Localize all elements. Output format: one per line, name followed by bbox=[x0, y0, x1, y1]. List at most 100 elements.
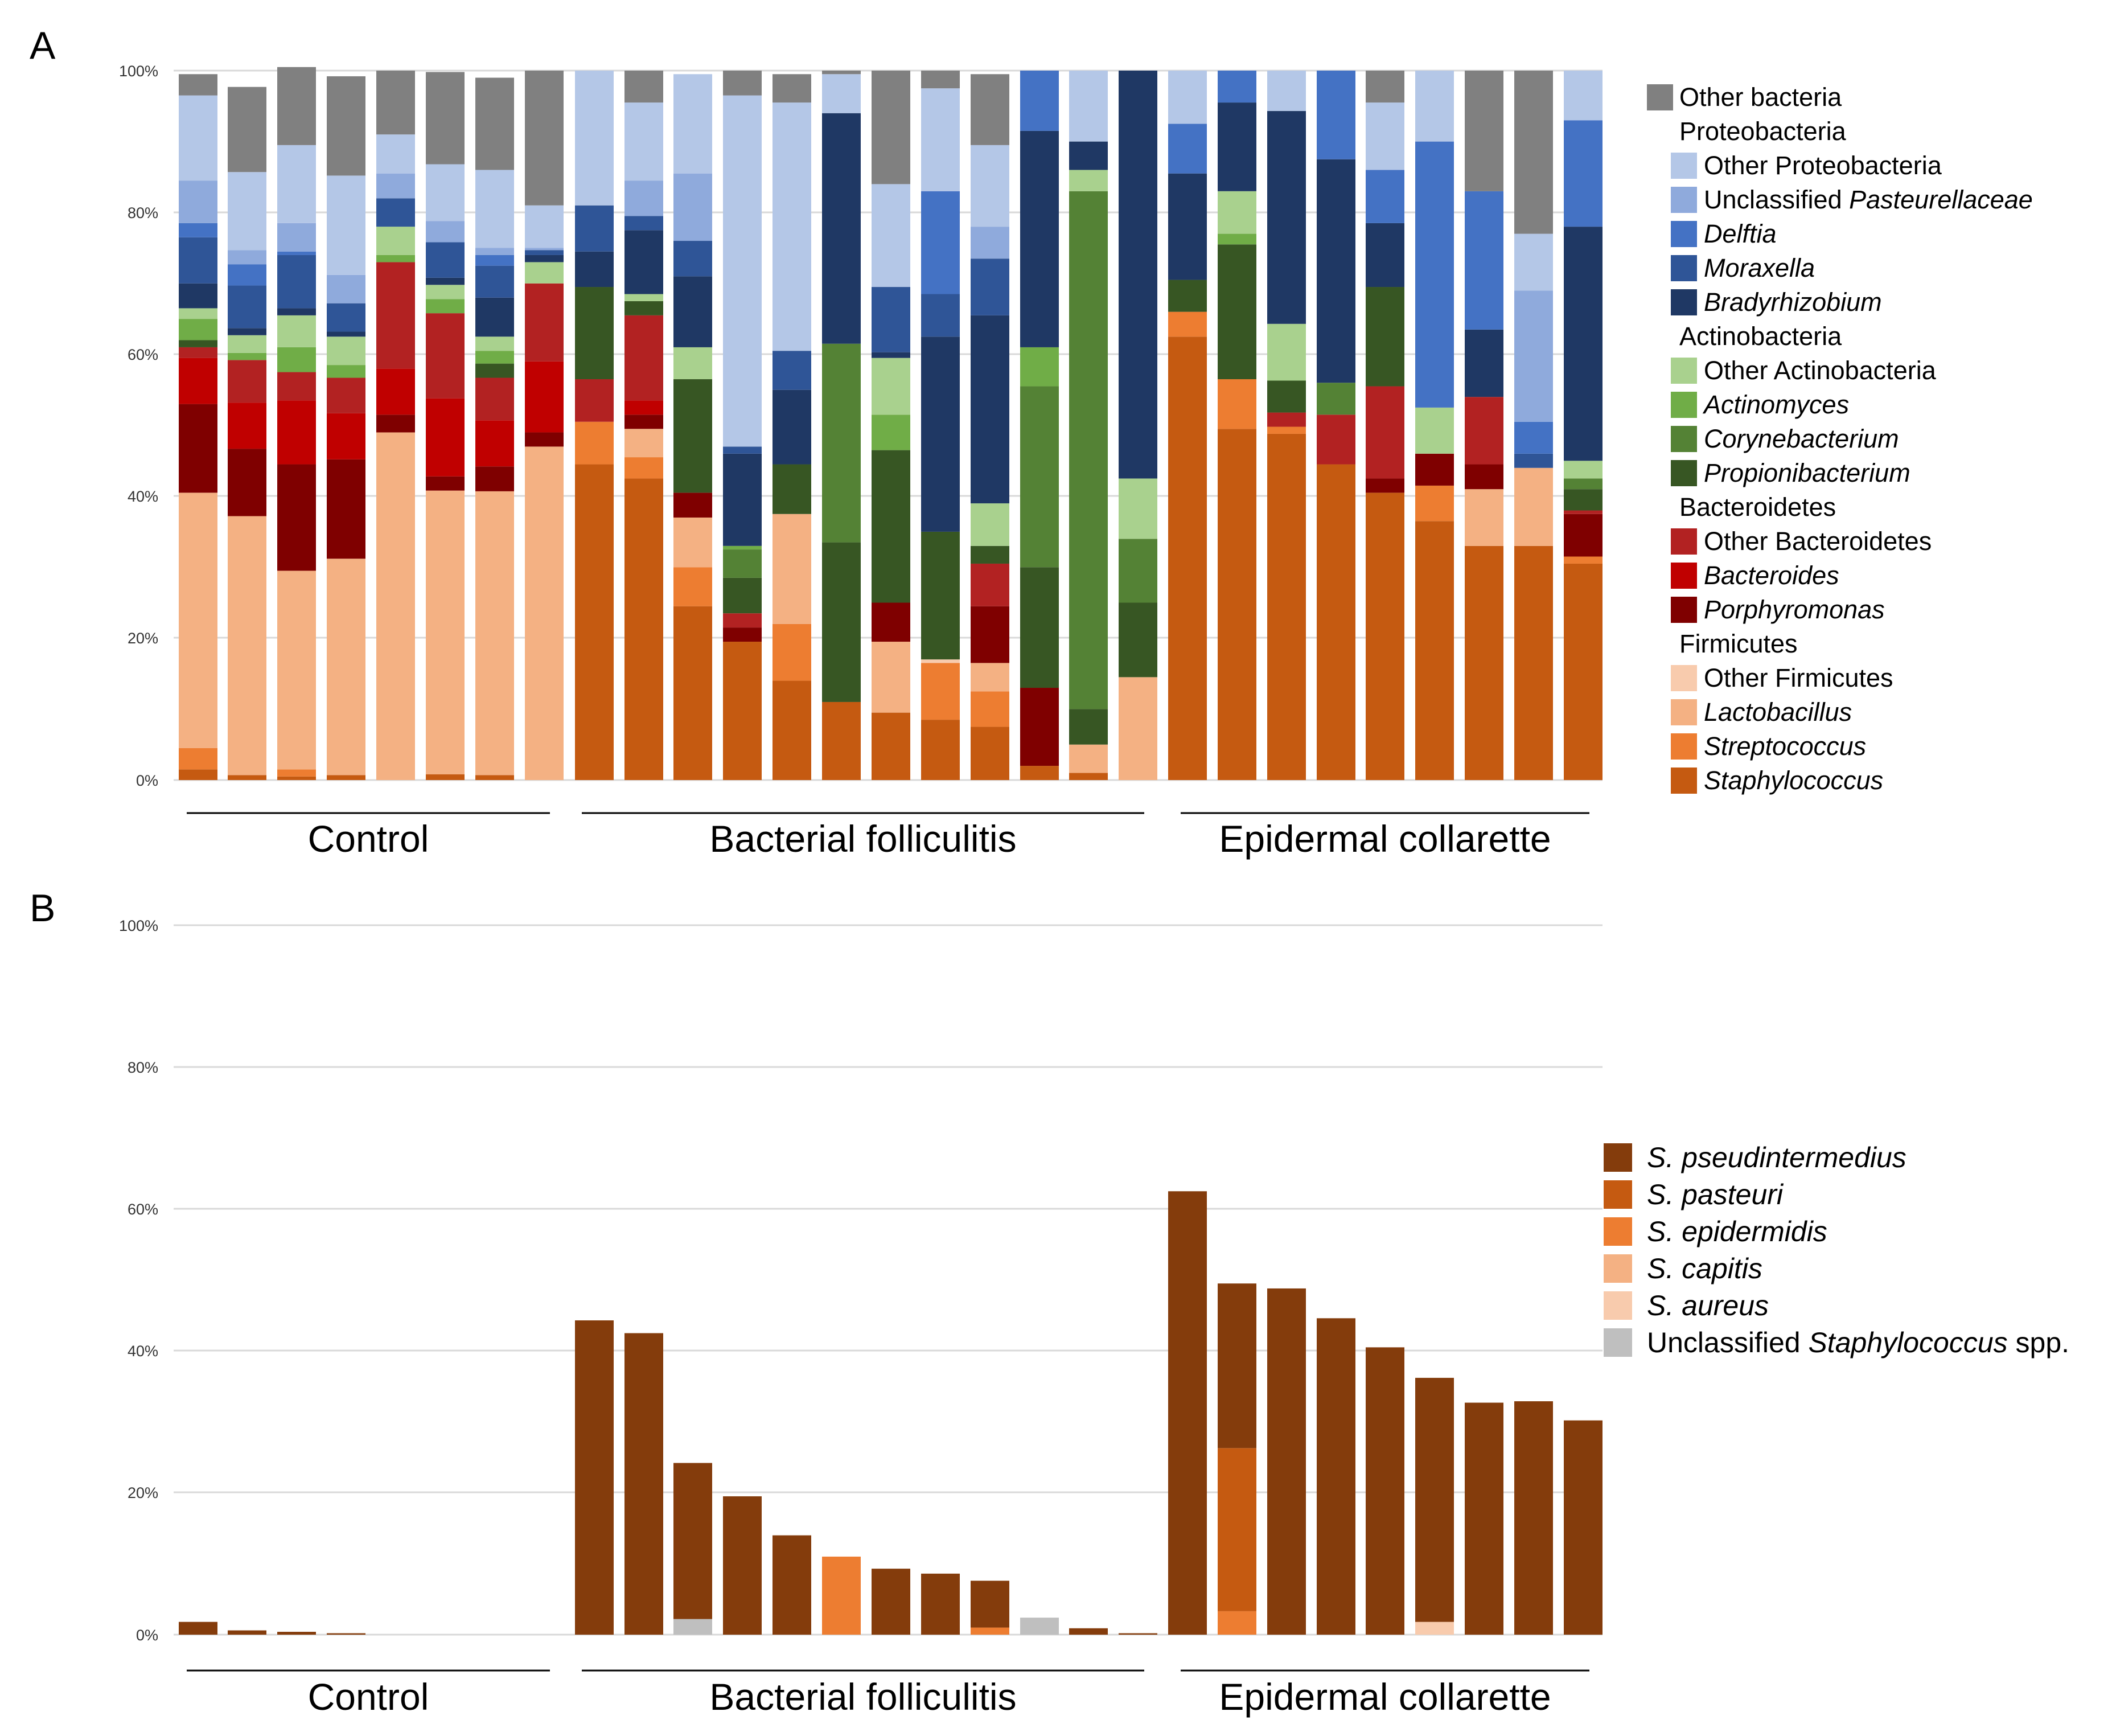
panel-a-bar-7-unclassified-pasteurellaceae bbox=[475, 248, 514, 255]
panel-a-bar-11-staphylococcus bbox=[673, 606, 712, 780]
panel-a-bar-16-staphylococcus bbox=[921, 720, 960, 780]
legend-swatch-bacteroides bbox=[1671, 563, 1697, 589]
panel-a-bar-28-staphylococcus bbox=[1514, 545, 1553, 780]
panel-a-bar-5-actinomyces bbox=[376, 255, 415, 262]
legend-swatch-actinomyces bbox=[1671, 392, 1697, 418]
legend-swatch-s-pasteuri bbox=[1604, 1180, 1632, 1209]
panel-a-bar-29-other-actinobacteria bbox=[1564, 461, 1603, 479]
panel-a-bar-6-other-proteobacteria bbox=[426, 164, 465, 221]
panel-a-bar-16-propionibacterium bbox=[921, 531, 960, 660]
panel-a-bar-26-streptococcus bbox=[1415, 485, 1454, 522]
legend-swatch-streptococcus bbox=[1671, 733, 1697, 760]
panel-a-bar-23-propionibacterium bbox=[1267, 380, 1306, 413]
panel-b-bar-22-s-pasteuri bbox=[1218, 1448, 1256, 1611]
panel-b-bar-10-s-pseudintermedius bbox=[624, 1333, 663, 1635]
panel-a-bar-12-moraxella bbox=[723, 446, 762, 454]
panel-a-bar-1-other-bacteria bbox=[179, 74, 217, 96]
panel-a-bar-12-propionibacterium bbox=[723, 577, 762, 614]
panel-a-bar-15-other-proteobacteria bbox=[872, 184, 910, 288]
panel-a-bar-13-other-proteobacteria bbox=[773, 102, 811, 351]
legend-swatch-other-bacteria bbox=[1647, 84, 1673, 110]
legend-label-porphyromonas: Porphyromonas bbox=[1704, 595, 1885, 624]
panel-a-bar-15-other-bacteria bbox=[872, 71, 910, 184]
panel-b-bar-22-s-pseudintermedius bbox=[1218, 1283, 1256, 1448]
panel-a-bar-6-bacteroides bbox=[426, 398, 465, 477]
legend-label-unclassified-staphylococcus: Unclassified Staphylococcus spp. bbox=[1647, 1327, 2069, 1359]
panel-a-bar-11-streptococcus bbox=[673, 567, 712, 606]
panel-a-bar-8-other-proteobacteria bbox=[525, 205, 564, 248]
panel-a-bar-15-propionibacterium bbox=[872, 450, 910, 603]
panel-a-bar-14-corynebacterium bbox=[822, 343, 861, 543]
panel-a-bar-16-other-bacteria bbox=[921, 71, 960, 89]
panel-a-bar-15-porphyromonas bbox=[872, 602, 910, 642]
legend-swatch-staphylococcus bbox=[1671, 768, 1697, 794]
panel-a-bar-17-streptococcus bbox=[971, 691, 1009, 727]
panel-a-bar-8-moraxella bbox=[525, 250, 564, 255]
panel-a-bar-8-other-bacteria bbox=[525, 71, 564, 206]
panel-a-bar-3-other-proteobacteria bbox=[277, 145, 316, 223]
legend-label-staphylococcus: Staphylococcus bbox=[1704, 766, 1883, 795]
panel-a-bar-7-other-bacteroidetes bbox=[475, 377, 514, 421]
panel-a-bar-7-moraxella bbox=[475, 265, 514, 298]
panel-a-bar-15-staphylococcus bbox=[872, 712, 910, 780]
panel-b-bar-13-s-pseudintermedius bbox=[773, 1535, 811, 1635]
panel-a-bar-24-corynebacterium bbox=[1317, 383, 1355, 415]
panel-a-bar-11-unclassified-pasteurellaceae bbox=[673, 173, 712, 241]
panel-a-bar-28-lactobacillus bbox=[1514, 467, 1553, 546]
panel-a-bar-17-other-bacteria bbox=[971, 74, 1009, 145]
panel-b-tick-80: 80% bbox=[128, 1059, 158, 1076]
panel-a-tick-40: 40% bbox=[128, 488, 158, 505]
panel-a-bar-7-actinomyces bbox=[475, 351, 514, 364]
legend-heading-bacteroidetes: Bacteroidetes bbox=[1679, 493, 1836, 522]
panel-a-bar-12-staphylococcus bbox=[723, 642, 762, 780]
panel-a-bar-4-other-proteobacteria bbox=[327, 175, 365, 275]
panel-a-bar-20-propionibacterium bbox=[1119, 602, 1157, 678]
panel-b-bar-29-s-pseudintermedius bbox=[1564, 1420, 1603, 1635]
panel-a-bar-24-other-bacteroidetes bbox=[1317, 414, 1355, 465]
panel-b-bar-11-unclassified-staphylococcus-spp bbox=[673, 1619, 712, 1635]
panel-a-group-collarette: Epidermal collarette bbox=[1219, 818, 1551, 860]
panel-a-bar-1-other-proteobacteria bbox=[179, 95, 217, 181]
panel-b-bar-18-unclassified-staphylococcus-spp bbox=[1020, 1618, 1059, 1635]
legend-swatch-other-firmicutes bbox=[1671, 665, 1697, 691]
panel-a-bar-23-streptococcus bbox=[1267, 426, 1306, 434]
panel-a-bar-29-porphyromonas bbox=[1564, 514, 1603, 557]
panel-a-bar-7-porphyromonas bbox=[475, 466, 514, 491]
panel-a-bar-22-actinomyces bbox=[1218, 233, 1256, 245]
panel-a-bar-4-actinomyces bbox=[327, 365, 365, 378]
panel-a-bar-10-bradyrhizobium bbox=[624, 230, 663, 294]
panel-a-bar-5-bacteroides bbox=[376, 368, 415, 415]
panel-a-bar-9-streptococcus bbox=[575, 421, 614, 465]
panel-a-bar-2-lactobacillus bbox=[228, 516, 266, 775]
panel-a-bar-29-propionibacterium bbox=[1564, 489, 1603, 511]
panel-a-bar-18-bradyrhizobium bbox=[1020, 130, 1059, 347]
panel-a-bar-8-bradyrhizobium bbox=[525, 255, 564, 262]
panel-a-bar-10-staphylococcus bbox=[624, 478, 663, 780]
panel-a-bar-19-other-actinobacteria bbox=[1069, 170, 1108, 191]
panel-a-bar-7-staphylococcus bbox=[475, 775, 514, 780]
panel-a-bar-26-staphylococcus bbox=[1415, 521, 1454, 780]
panel-b-bar-11-s-pseudintermedius bbox=[673, 1463, 712, 1619]
panel-a-bar-3-other-actinobacteria bbox=[277, 315, 316, 347]
panel-a-bar-20-other-actinobacteria bbox=[1119, 478, 1157, 539]
panel-a-bar-10-lactobacillus bbox=[624, 429, 663, 458]
panel-a-bar-10-other-actinobacteria bbox=[624, 294, 663, 301]
panel-a-bar-25-porphyromonas bbox=[1366, 478, 1404, 493]
panel-a-bar-21-bradyrhizobium bbox=[1168, 173, 1207, 280]
legend-label-lactobacillus: Lactobacillus bbox=[1704, 697, 1852, 727]
panel-a-bar-1-delftia bbox=[179, 223, 217, 237]
panel-a-bar-20-corynebacterium bbox=[1119, 539, 1157, 603]
panel-a-bar-10-porphyromonas bbox=[624, 414, 663, 429]
panel-a-bar-4-bacteroides bbox=[327, 413, 365, 459]
panel-a-bar-6-actinomyces bbox=[426, 299, 465, 314]
legend-heading-firmicutes: Firmicutes bbox=[1679, 629, 1798, 658]
panel-b-bar-26-s-aureus bbox=[1415, 1622, 1454, 1635]
panel-a-bar-3-bradyrhizobium bbox=[277, 308, 316, 315]
panel-a-bar-27-porphyromonas bbox=[1465, 464, 1503, 490]
panel-a-bar-28-other-proteobacteria bbox=[1514, 233, 1553, 291]
panel-a-bar-1-streptococcus bbox=[179, 748, 217, 770]
panel-a-bar-26-delftia bbox=[1415, 141, 1454, 408]
panel-a-bar-24-bradyrhizobium bbox=[1317, 159, 1355, 383]
panel-a-bar-6-porphyromonas bbox=[426, 476, 465, 491]
panel-a-bar-11-porphyromonas bbox=[673, 493, 712, 518]
